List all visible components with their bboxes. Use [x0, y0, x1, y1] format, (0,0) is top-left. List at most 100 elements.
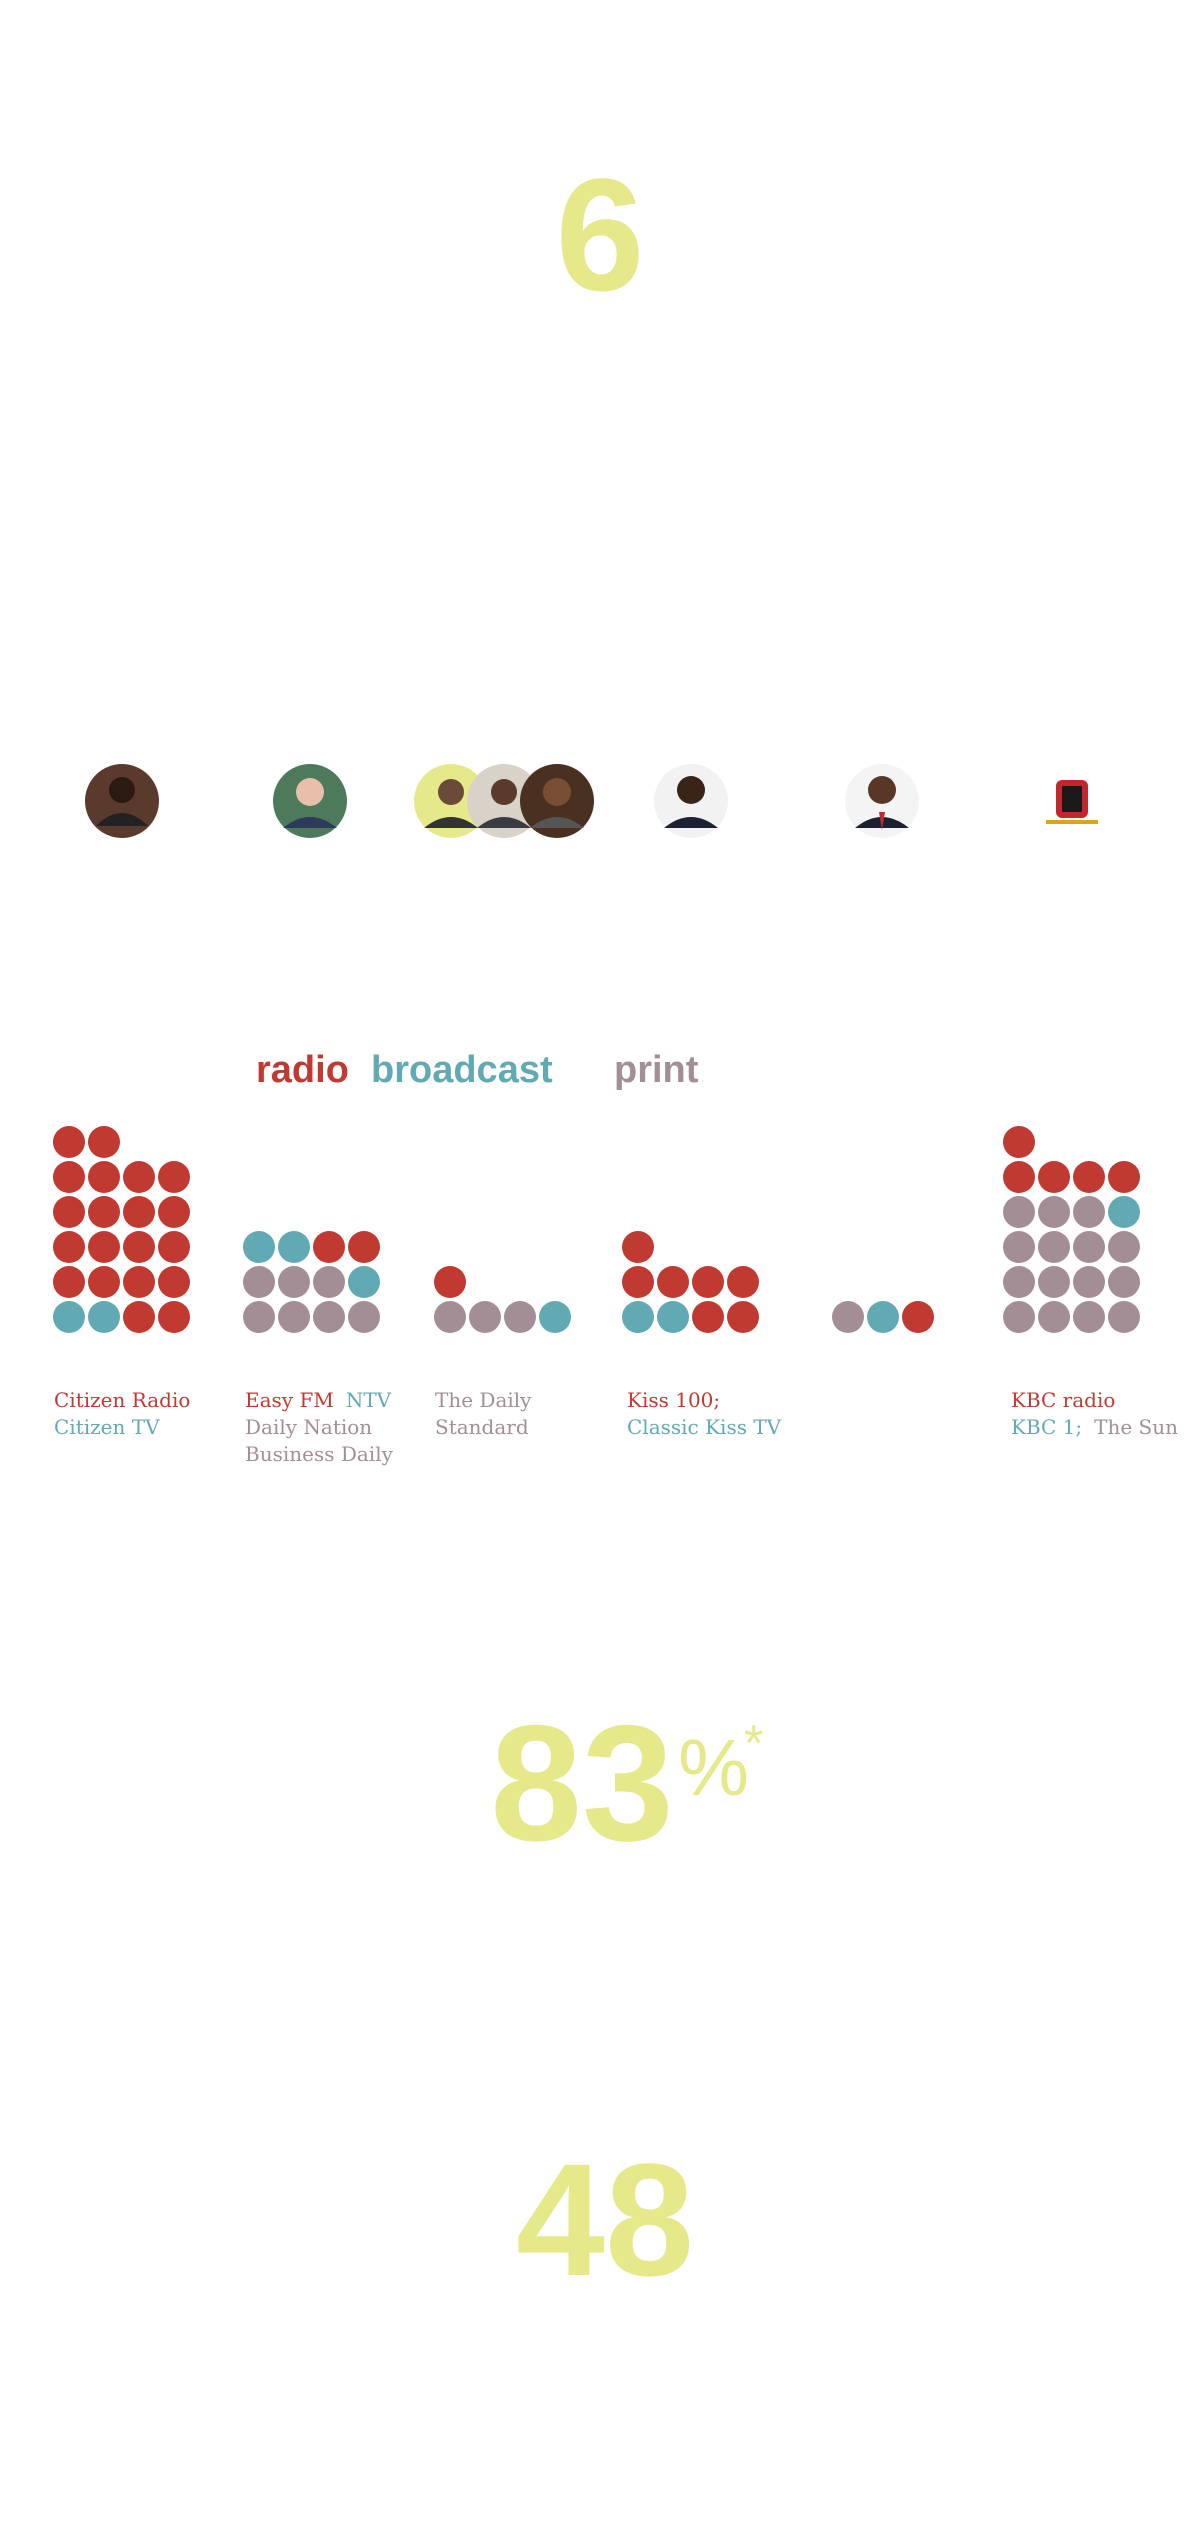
outlet-name: KBC 1;	[1011, 1415, 1082, 1439]
dot-print	[1073, 1231, 1105, 1263]
dot-print	[832, 1301, 864, 1333]
outlet-label: Classic Kiss TV	[627, 1415, 782, 1439]
dot-radio	[692, 1266, 724, 1298]
dot-print	[1038, 1196, 1070, 1228]
outlet-name: KBC radio	[1011, 1388, 1115, 1412]
dot-broadcast	[1108, 1196, 1140, 1228]
outlet-name: Kiss 100;	[627, 1388, 720, 1412]
outlet-name: Citizen TV	[54, 1415, 160, 1439]
outlet-name: Easy FM	[245, 1388, 334, 1412]
outlet-name: NTV	[346, 1388, 392, 1412]
outlet-label: Daily Nation	[245, 1415, 372, 1439]
dot-print	[1003, 1301, 1035, 1333]
outlet-label: Standard	[435, 1415, 529, 1439]
dot-radio	[622, 1266, 654, 1298]
dot-print	[278, 1301, 310, 1333]
outlet-label: KBC radio	[1011, 1388, 1115, 1412]
dot-radio	[1003, 1126, 1035, 1158]
outlet-label: Kiss 100;	[627, 1388, 720, 1412]
dot-print	[1038, 1266, 1070, 1298]
dot-radio	[53, 1231, 85, 1263]
dot-print	[1108, 1231, 1140, 1263]
dot-radio	[158, 1301, 190, 1333]
dot-broadcast	[348, 1266, 380, 1298]
dot-radio	[158, 1231, 190, 1263]
dot-radio	[434, 1266, 466, 1298]
dot-print	[348, 1301, 380, 1333]
legend-broadcast: broadcast	[371, 1049, 553, 1091]
outlet-name: Citizen Radio	[54, 1388, 190, 1412]
dot-radio	[158, 1196, 190, 1228]
outlet-name: The Daily	[435, 1388, 532, 1412]
dot-broadcast	[53, 1301, 85, 1333]
outlet-name: Daily Nation	[245, 1415, 372, 1439]
dot-radio	[1038, 1161, 1070, 1193]
dot-radio	[123, 1196, 155, 1228]
dot-radio	[123, 1231, 155, 1263]
stat-number: 48	[516, 2130, 694, 2309]
outlet-name: The Sun	[1094, 1415, 1178, 1439]
dot-radio	[88, 1126, 120, 1158]
dot-print	[469, 1301, 501, 1333]
dot-radio	[727, 1266, 759, 1298]
dot-radio	[53, 1126, 85, 1158]
dot-radio	[902, 1301, 934, 1333]
dot-print	[278, 1266, 310, 1298]
stat-number: 6	[556, 145, 645, 324]
dot-broadcast	[88, 1301, 120, 1333]
dot-print	[434, 1301, 466, 1333]
stat-number: 83	[490, 1691, 674, 1875]
outlet-label: KBC 1; The Sun	[1011, 1415, 1178, 1439]
outlet-label: Business Daily	[245, 1442, 394, 1466]
dot-print	[243, 1301, 275, 1333]
outlet-label: Easy FM NTV	[245, 1388, 392, 1412]
dot-print	[1003, 1231, 1035, 1263]
dot-print	[504, 1301, 536, 1333]
dot-radio	[123, 1266, 155, 1298]
dot-radio	[123, 1161, 155, 1193]
dot-radio	[53, 1266, 85, 1298]
outlet-label: Citizen Radio	[54, 1388, 190, 1412]
dot-radio	[692, 1301, 724, 1333]
dot-broadcast	[622, 1301, 654, 1333]
dot-broadcast	[278, 1231, 310, 1263]
dot-radio	[88, 1161, 120, 1193]
dot-radio	[313, 1231, 345, 1263]
legend-print: print	[614, 1049, 699, 1091]
dot-radio	[123, 1301, 155, 1333]
outlet-label: Citizen TV	[54, 1415, 160, 1439]
dot-print	[1073, 1266, 1105, 1298]
dot-print	[1003, 1266, 1035, 1298]
dot-print	[1073, 1301, 1105, 1333]
dot-print	[313, 1266, 345, 1298]
dot-radio	[88, 1266, 120, 1298]
dot-radio	[53, 1161, 85, 1193]
dot-radio	[158, 1161, 190, 1193]
dot-radio	[1108, 1161, 1140, 1193]
legend-radio: radio	[256, 1049, 349, 1091]
dot-radio	[657, 1266, 689, 1298]
dot-print	[1108, 1301, 1140, 1333]
outlet-label: The Daily	[435, 1388, 532, 1412]
dot-radio	[622, 1231, 654, 1263]
portraits	[85, 764, 1098, 838]
dot-print	[1108, 1266, 1140, 1298]
dot-radio	[88, 1231, 120, 1263]
dot-print	[1038, 1301, 1070, 1333]
dot-print	[243, 1266, 275, 1298]
dot-print	[1073, 1196, 1105, 1228]
dot-radio	[158, 1266, 190, 1298]
dot-broadcast	[867, 1301, 899, 1333]
dot-radio	[1073, 1161, 1105, 1193]
stat-note: *	[744, 1715, 763, 1771]
dot-radio	[88, 1196, 120, 1228]
dot-radio	[53, 1196, 85, 1228]
dot-print	[1038, 1231, 1070, 1263]
ownership-dots: Citizen Radio Citizen TV Easy FM NTV Daily N…	[53, 1126, 1178, 1466]
dot-radio	[727, 1301, 759, 1333]
dot-print	[313, 1301, 345, 1333]
dot-broadcast	[539, 1301, 571, 1333]
dot-radio	[1003, 1161, 1035, 1193]
outlet-name: Classic Kiss TV	[627, 1415, 782, 1439]
